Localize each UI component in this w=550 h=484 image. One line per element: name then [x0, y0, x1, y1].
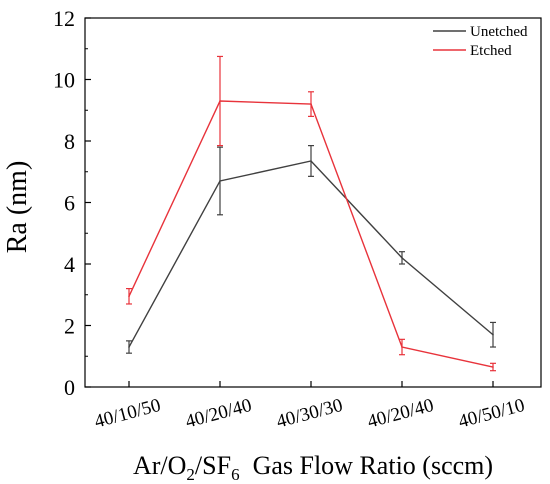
series-unetched — [126, 145, 496, 354]
series-etched — [126, 55, 496, 372]
series-line — [128, 100, 494, 368]
data-point — [128, 295, 130, 298]
y-tick-label: 2 — [64, 314, 75, 339]
y-tick-label: 8 — [64, 129, 75, 154]
y-tick-label: 0 — [64, 375, 75, 400]
y-tick-label: 12 — [53, 6, 75, 31]
x-axis-label-subscript: 2 — [186, 465, 195, 484]
x-tick-label: 40/30/30 — [274, 395, 345, 433]
data-point — [310, 160, 312, 162]
data-point — [401, 346, 403, 348]
x-axis: 40/10/50 40/20/40 40/30/30 40/20/40 40/50/10 — [92, 381, 527, 433]
y-tick-label: 4 — [64, 252, 75, 277]
x-axis-label-subscript: 6 — [231, 465, 240, 484]
x-axis-label-part: Ar/O — [133, 451, 186, 480]
x-axis-label-part: /SF — [195, 451, 231, 480]
data-point — [219, 180, 221, 182]
y-tick-label: 10 — [53, 68, 75, 93]
x-axis-label-part: Gas Flow Ratio (sccm) — [240, 451, 493, 480]
data-point — [219, 100, 221, 102]
y-axis-label: Ra (nm) — [2, 161, 33, 254]
plot-border — [84, 17, 542, 388]
x-tick-label: 40/20/40 — [365, 395, 436, 433]
x-tick-label: 40/10/50 — [92, 395, 163, 433]
legend: Unetched Etched — [433, 24, 528, 59]
plot-area — [84, 17, 542, 388]
data-point — [492, 366, 494, 368]
data-point — [492, 333, 494, 336]
y-axis: 0 2 4 6 8 10 12 — [53, 6, 91, 400]
legend-label: Etched — [470, 43, 512, 59]
y-tick-label: 6 — [64, 191, 75, 216]
data-point — [128, 346, 130, 348]
legend-label: Unetched — [470, 24, 528, 40]
series-layer — [126, 55, 496, 372]
data-point — [310, 103, 312, 105]
x-tick-label: 40/50/10 — [456, 395, 527, 433]
data-point — [401, 257, 403, 259]
x-axis-label: Ar/O2/SF6 Gas Flow Ratio (sccm) — [133, 451, 493, 484]
series-line — [128, 160, 494, 348]
x-tick-label: 40/20/40 — [183, 395, 254, 433]
